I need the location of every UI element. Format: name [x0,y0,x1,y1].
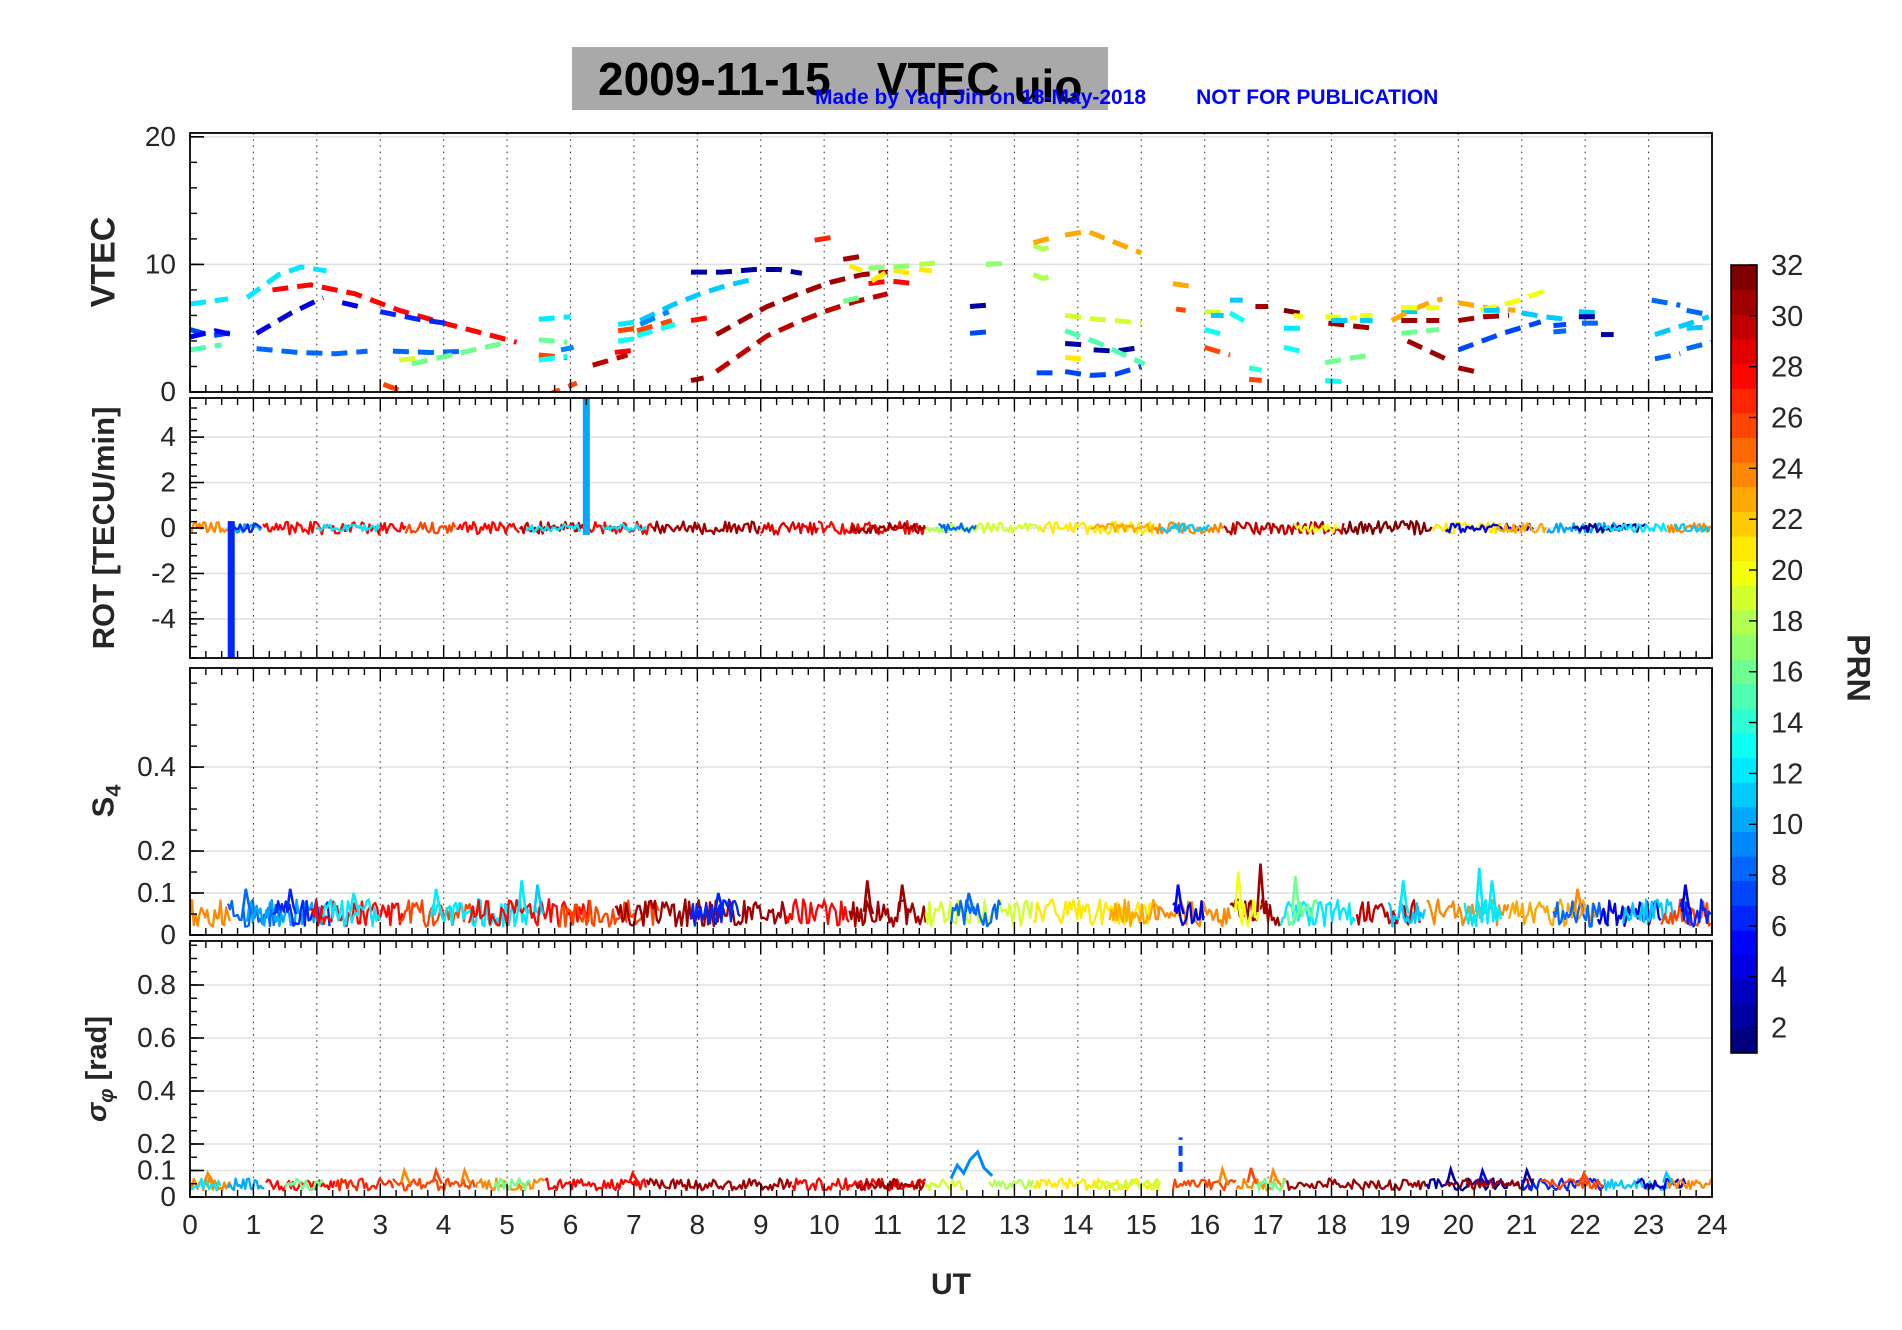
title-suffix: uio [1013,59,1083,112]
panel-sigma-data [190,1137,1712,1192]
panel-s4: 0 0.1 0.2 0.4 [137,667,1713,950]
s4-ytick-label: 0.2 [137,835,176,866]
x-tick-label: 24 [1696,1209,1727,1240]
s4-ytick-label: 0.1 [137,877,176,908]
x-tick-label: 14 [1062,1209,1093,1240]
panel-vtec: 0 10 20 [145,121,1713,407]
panel-vtec-data [190,228,1712,392]
vtec-axis-label: VTEC [84,216,123,308]
prn-tick-label: 6 [1771,911,1787,943]
x-tick-label: 8 [690,1209,706,1240]
prn-tick-label: 20 [1771,555,1803,587]
prn-tick-label: 16 [1771,657,1803,689]
sigma-ytick-label: 0 [160,1181,176,1212]
vtec-ytick-label: 0 [160,376,176,407]
prn-tick-label: 2 [1771,1013,1787,1045]
x-tick-label: 21 [1506,1209,1537,1240]
x-tick-label: 23 [1633,1209,1664,1240]
x-tick-label: 22 [1570,1209,1601,1240]
x-tick-label: 15 [1126,1209,1157,1240]
title-date: 2009-11-15 [598,52,831,105]
title-main: VTEC [876,52,1000,105]
x-tick-label: 6 [563,1209,579,1240]
sigma-ytick-label: 0.4 [137,1075,176,1106]
ut-axis-label: UT [931,1268,971,1301]
x-tick-label: 18 [1316,1209,1347,1240]
x-tick-label: 9 [753,1209,769,1240]
prn-tick-label: 26 [1771,403,1803,435]
x-tick-label: 10 [809,1209,840,1240]
x-tick-label: 0 [182,1209,198,1240]
x-tick-label: 19 [1379,1209,1410,1240]
s4-axis-label: S4 [85,784,126,818]
prn-tick-label: 22 [1771,504,1803,536]
s4-ytick-label: 0.4 [137,751,176,782]
vtec-ytick-label: 10 [145,248,176,279]
rot-ytick-label: 4 [160,421,176,452]
prn-tick-label: 4 [1771,962,1787,994]
prn-tick-label: 28 [1771,352,1803,384]
sigma-phi-axis-label: σφ [rad] [81,1015,118,1123]
prn-tick-label: 12 [1771,758,1803,790]
x-tick-label: 1 [246,1209,262,1240]
x-tick-label: 2 [309,1209,325,1240]
x-tick-label: 12 [935,1209,966,1240]
x-tick-label: 17 [1253,1209,1284,1240]
prn-tick-label: 14 [1771,708,1803,740]
x-tick-label: 20 [1443,1209,1474,1240]
rot-ytick-label: -2 [151,557,176,588]
panel-rot: -4 -2 0 2 4 [151,397,1713,659]
panel-sigma: 00.10.2 0.4 0.6 0.8 [137,940,1713,1212]
sigma-ytick-label: 0.6 [137,1022,176,1053]
rot-ytick-label: 0 [160,512,176,543]
prn-tick-label: 30 [1771,301,1803,333]
prn-tick-label: 8 [1771,860,1787,892]
panel-rot-data [190,398,1712,658]
vtec-ytick-label: 20 [145,121,176,152]
credit-line: Made by Yaqi Jin on 18-May-2018 NOT FOR … [815,86,1438,110]
x-tick-label: 11 [873,1209,902,1240]
sigma-ytick-label: 0.1 [137,1154,176,1185]
rot-ytick-label: -4 [151,603,176,634]
s4-ytick-label: 0 [160,919,176,950]
credit-warning: NOT FOR PUBLICATION [1196,86,1439,109]
x-tick-label: 16 [1189,1209,1220,1240]
prn-tick-label: 10 [1771,809,1803,841]
prn-tick-label: 24 [1771,453,1803,485]
prn-tick-label: 32 [1771,250,1803,282]
panel-s4-data [190,863,1712,928]
prn-colorbar-label: PRN [1840,634,1877,702]
x-tick-label: 3 [372,1209,388,1240]
sigma-ytick-label: 0.8 [137,969,176,1000]
credit-author: Made by Yaqi Jin on 18-May-2018 [815,86,1147,109]
x-tick-label: 4 [436,1209,452,1240]
rot-ytick-label: 2 [160,467,176,498]
prn-tick-label: 18 [1771,606,1803,638]
figure-title: 2009-11-15 VTEC uio [572,47,1109,112]
sigma-ytick-label: 0.2 [137,1128,176,1159]
x-tick-label: 7 [626,1209,642,1240]
x-tick-label: 13 [999,1209,1030,1240]
x-tick-label: 5 [499,1209,515,1240]
rot-axis-label: ROT [TECU/min] [86,406,121,650]
